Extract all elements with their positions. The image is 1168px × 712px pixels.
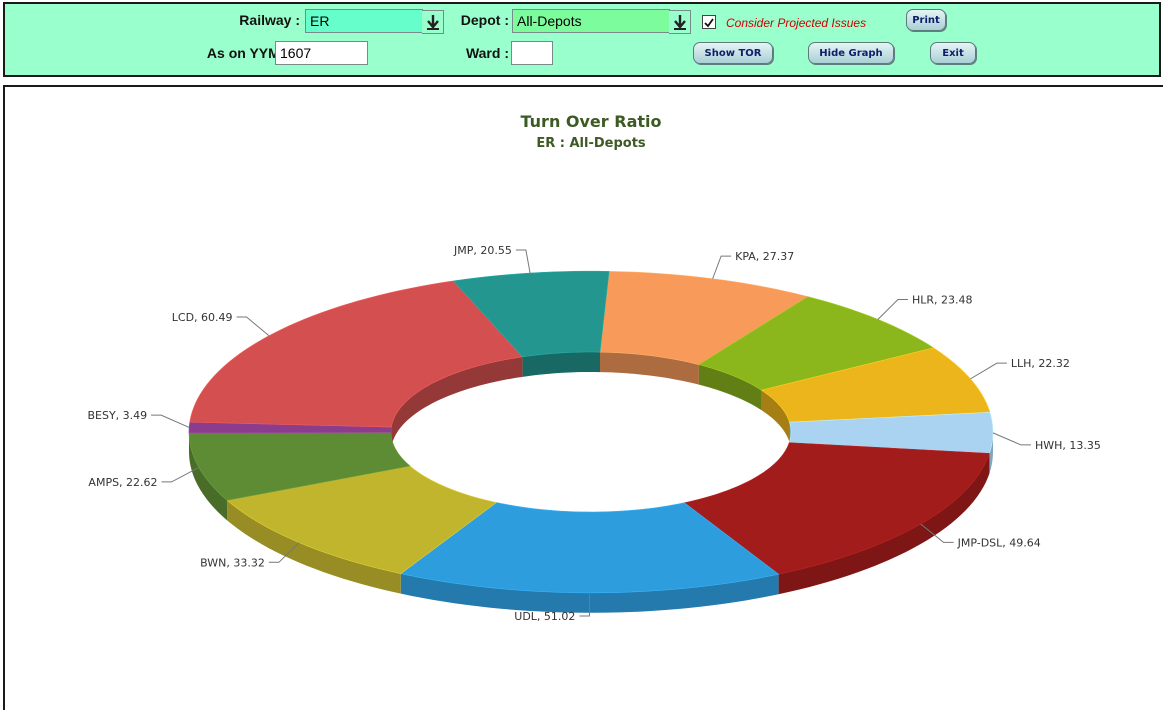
ward-input[interactable] (511, 41, 553, 65)
data-label-bwn: BWN, 33.32 (200, 556, 265, 569)
chart-title: Turn Over Ratio (521, 112, 662, 131)
print-button[interactable]: Print (906, 9, 946, 31)
railway-select[interactable]: ER (305, 9, 423, 33)
depot-select-value: All-Depots (517, 13, 582, 29)
label-connector (993, 433, 1031, 445)
yymm-input[interactable]: 1607 (275, 41, 368, 65)
railway-label: Railway : (185, 12, 300, 28)
tor-donut-chart: Turn Over Ratio ER : All-Depots KPA, 27.… (5, 87, 1165, 712)
data-label-udl: UDL, 51.02 (514, 610, 575, 623)
railway-select-value: ER (310, 13, 329, 29)
label-connector (237, 317, 269, 336)
label-connector (970, 363, 1006, 379)
data-label-hwh: HWH, 13.35 (1035, 439, 1101, 452)
consider-projected-checkbox[interactable] (702, 15, 716, 29)
ward-label: Ward : (435, 45, 509, 61)
label-connector (516, 250, 530, 273)
label-connector (151, 415, 189, 427)
chevron-down-icon[interactable] (669, 10, 691, 34)
data-label-jmp-dsl: JMP-DSL, 49.64 (957, 536, 1041, 549)
inner-wall-jmp (523, 352, 600, 377)
data-label-jmp: JMP, 20.55 (453, 244, 512, 257)
data-label-besy: BESY, 3.49 (87, 409, 147, 422)
show-tor-button[interactable]: Show TOR (693, 42, 773, 64)
toolbar: Railway : ER Depot : All-Depots Consider… (3, 2, 1161, 77)
data-label-hlr: HLR, 23.48 (912, 294, 973, 307)
data-label-kpa: KPA, 27.37 (735, 250, 794, 263)
chart-subtitle: ER : All-Depots (536, 136, 646, 151)
label-connector (878, 300, 908, 320)
hide-graph-button[interactable]: Hide Graph (808, 42, 894, 64)
data-label-lcd: LCD, 60.49 (172, 311, 233, 324)
label-connector (713, 256, 731, 279)
depot-select[interactable]: All-Depots (512, 9, 670, 33)
data-label-amps: AMPS, 22.62 (88, 476, 157, 489)
slice-lcd[interactable] (190, 281, 523, 427)
donut-group: KPA, 27.37 HLR, 23.48 LLH, 22.32 HWH, 13.35… (87, 244, 1100, 623)
checkmark-icon (703, 17, 715, 29)
depot-label: Depot : (445, 12, 509, 28)
data-label-llh: LLH, 22.32 (1011, 357, 1070, 370)
chevron-down-icon[interactable] (422, 10, 444, 34)
chart-container: Turn Over Ratio ER : All-Depots KPA, 27.… (3, 85, 1163, 710)
exit-button[interactable]: Exit (930, 42, 976, 64)
consider-projected-label: Consider Projected Issues (726, 16, 866, 30)
